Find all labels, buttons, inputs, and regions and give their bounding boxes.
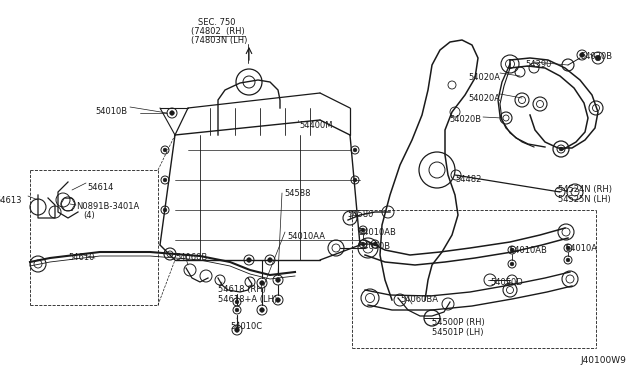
Circle shape [236,300,239,304]
Text: (4): (4) [83,211,95,220]
Text: (74802  (RH): (74802 (RH) [191,27,244,36]
Text: 54580: 54580 [347,210,373,219]
Text: 54050B: 54050B [358,242,390,251]
Circle shape [163,148,167,152]
Circle shape [268,258,272,262]
Text: 54525N (LH): 54525N (LH) [558,195,611,204]
Text: N0891B-3401A: N0891B-3401A [76,202,140,211]
Circle shape [163,208,167,212]
Text: 54010C: 54010C [230,322,262,331]
Text: 54010AA: 54010AA [287,232,325,241]
Text: 54010AB: 54010AB [358,228,396,237]
Text: 54390: 54390 [525,60,552,69]
Text: 54020A: 54020A [468,94,500,103]
Text: 54020B: 54020B [450,115,482,124]
Text: 54010B: 54010B [96,107,128,116]
Text: 54020A: 54020A [468,73,500,82]
Text: 54614: 54614 [87,183,113,192]
Circle shape [163,178,167,182]
Text: SEC. 750: SEC. 750 [198,18,236,27]
Text: 54501P (LH): 54501P (LH) [432,328,483,337]
Text: 54588: 54588 [284,189,310,198]
Text: 54010AB: 54010AB [509,246,547,255]
Circle shape [373,242,377,246]
Circle shape [276,298,280,302]
Circle shape [595,55,601,61]
Text: 54010A: 54010A [565,244,597,253]
Text: 54613: 54613 [0,196,22,205]
Text: (74803N (LH): (74803N (LH) [191,36,248,45]
Text: 54610: 54610 [68,253,94,262]
Text: 54618+A (LH): 54618+A (LH) [218,295,277,304]
Text: 54400M: 54400M [299,121,333,130]
Text: 54618 (RH): 54618 (RH) [218,285,266,294]
Circle shape [580,53,584,57]
Circle shape [510,248,514,252]
Text: 54020B: 54020B [580,52,612,61]
Text: 54050D: 54050D [490,278,523,287]
Circle shape [353,148,357,152]
Circle shape [236,308,239,312]
Circle shape [170,111,174,115]
Circle shape [361,228,365,232]
Circle shape [235,328,239,332]
Circle shape [260,281,264,285]
Text: 54500P (RH): 54500P (RH) [432,318,484,327]
Circle shape [353,178,357,182]
Circle shape [566,246,570,250]
Text: J40100W9: J40100W9 [580,356,626,365]
Circle shape [510,262,514,266]
Circle shape [559,147,563,151]
Circle shape [276,278,280,282]
Text: 54482: 54482 [455,175,481,184]
Circle shape [247,258,252,262]
Text: 54060B: 54060B [175,253,207,262]
Circle shape [566,258,570,262]
Circle shape [361,242,365,246]
Circle shape [260,308,264,312]
Text: 54060BA: 54060BA [400,295,438,304]
Text: 54524N (RH): 54524N (RH) [558,185,612,194]
